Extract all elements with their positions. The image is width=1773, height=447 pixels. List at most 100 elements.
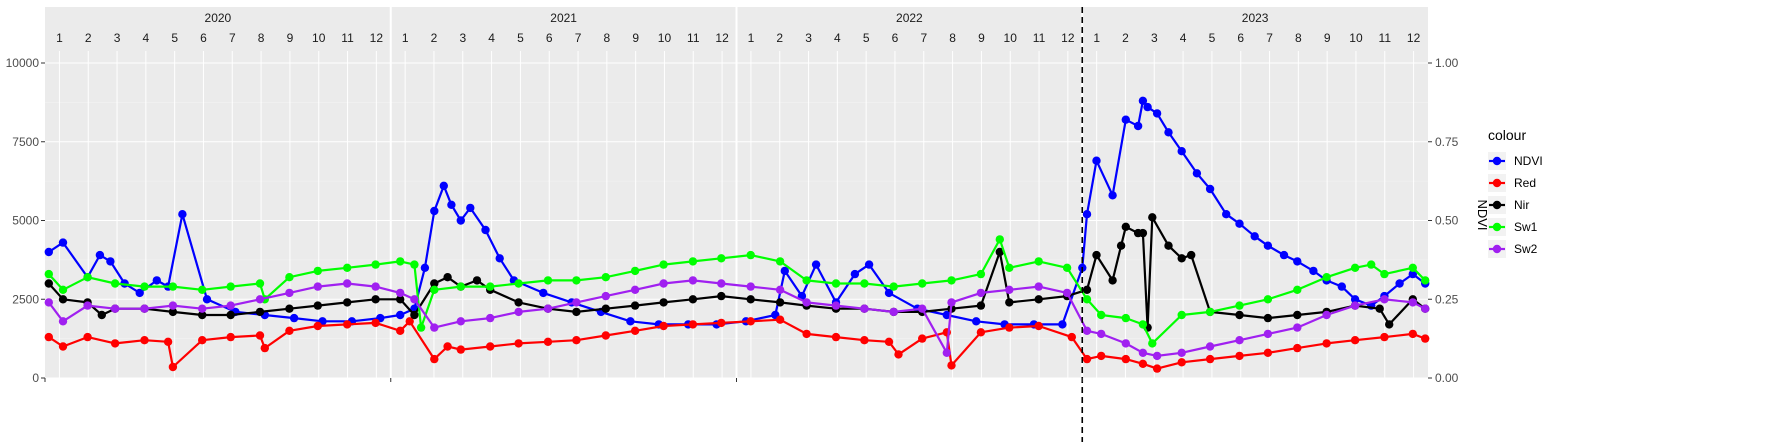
data-point-nir <box>659 298 668 307</box>
month-label: 8 <box>1295 31 1302 45</box>
data-point-ndvi <box>1408 269 1418 279</box>
data-point-ndvi <box>495 254 504 263</box>
data-point-sw2 <box>255 295 265 304</box>
data-point-red <box>1138 359 1148 368</box>
data-point-nir <box>746 295 755 304</box>
month-label: 2 <box>776 31 783 45</box>
data-point-sw1 <box>396 257 405 266</box>
data-point-sw2 <box>456 317 465 326</box>
data-point-sw1 <box>44 269 53 279</box>
data-point-ndvi <box>942 310 951 320</box>
legend-key-ndvi <box>1488 152 1506 170</box>
data-point-sw2 <box>942 348 951 357</box>
data-point-nir <box>1108 276 1117 285</box>
data-point-nir <box>1385 320 1394 329</box>
data-point-sw2 <box>430 323 439 332</box>
month-label: 6 <box>200 31 207 45</box>
data-point-sw1 <box>313 266 322 276</box>
data-point-red <box>894 350 903 359</box>
data-point-sw2 <box>1062 288 1072 298</box>
data-point-red <box>601 331 610 340</box>
data-point-ndvi <box>884 288 894 298</box>
data-point-sw2 <box>285 288 294 298</box>
data-point-ndvi <box>1133 121 1143 131</box>
month-label: 9 <box>287 31 294 45</box>
year-label: 2022 <box>896 11 923 25</box>
data-point-red <box>831 332 841 342</box>
data-point-red <box>405 317 414 326</box>
data-point-nir <box>688 295 698 304</box>
month-label: 9 <box>1324 31 1331 45</box>
data-point-sw1 <box>1293 285 1302 294</box>
data-point-red <box>1293 343 1302 353</box>
data-point-sw2 <box>1322 310 1331 320</box>
data-point-ndvi <box>1263 241 1273 250</box>
data-point-ndvi <box>1279 250 1289 260</box>
month-label: 3 <box>459 31 466 45</box>
data-point-red <box>1005 323 1014 332</box>
data-point-red <box>1121 354 1131 364</box>
data-point-sw1 <box>168 282 178 291</box>
series-layer <box>44 96 1430 373</box>
data-point-sw1 <box>802 276 811 285</box>
data-point-nir <box>572 307 581 317</box>
month-label: 1 <box>1093 31 1100 45</box>
series-sw1 <box>44 235 1430 348</box>
data-point-sw2 <box>140 304 149 313</box>
data-point-sw2 <box>1097 329 1106 339</box>
data-point-ndvi <box>420 263 430 272</box>
data-point-red <box>717 318 726 328</box>
data-point-sw1 <box>746 250 755 260</box>
data-point-red <box>1380 332 1389 342</box>
data-point-sw1 <box>1421 276 1430 285</box>
data-point-sw2 <box>688 276 698 285</box>
data-point-red <box>884 337 894 346</box>
data-point-sw1 <box>255 279 265 288</box>
data-point-ndvi <box>539 288 548 298</box>
data-point-sw2 <box>226 301 235 310</box>
data-point-nir <box>995 247 1004 257</box>
data-point-sw1 <box>430 285 439 294</box>
month-label: 4 <box>143 31 150 45</box>
data-point-ndvi <box>1058 320 1067 329</box>
legend-key-point <box>1492 200 1502 210</box>
legend-label-sw1: Sw1 <box>1514 220 1538 234</box>
data-point-sw1 <box>918 279 927 288</box>
data-point-sw1 <box>659 260 668 269</box>
data-point-ndvi <box>152 276 161 285</box>
data-point-nir <box>1148 213 1157 222</box>
left-tick-label: 0 <box>32 371 39 385</box>
data-point-sw1 <box>1408 263 1418 272</box>
data-point-sw1 <box>630 266 640 276</box>
data-point-red <box>1177 358 1186 367</box>
data-point-sw2 <box>1121 339 1131 348</box>
data-point-nir <box>255 307 265 317</box>
data-point-sw1 <box>889 282 898 291</box>
month-label: 10 <box>658 31 672 45</box>
data-point-sw2 <box>110 304 120 313</box>
data-point-ndvi <box>396 310 405 320</box>
data-point-nir <box>630 301 640 310</box>
data-point-ndvi <box>864 260 874 269</box>
data-point-red <box>1097 351 1106 361</box>
data-point-nir <box>1375 304 1384 313</box>
data-point-red <box>456 345 465 354</box>
data-point-nir <box>1293 310 1302 320</box>
data-point-ndvi <box>202 295 212 304</box>
right-tick-label: 0.25 <box>1435 292 1459 306</box>
legend-key-sw1 <box>1488 218 1506 236</box>
data-point-sw1 <box>456 282 465 291</box>
data-point-nir <box>285 304 294 313</box>
data-point-ndvi <box>106 257 115 266</box>
data-point-sw2 <box>1205 342 1215 351</box>
data-point-ndvi <box>1250 232 1259 241</box>
data-point-nir <box>1138 228 1148 238</box>
data-point-sw1 <box>1005 263 1014 272</box>
data-point-sw2 <box>1152 351 1162 361</box>
data-point-nir <box>58 295 68 304</box>
month-label: 7 <box>920 31 927 45</box>
data-point-red <box>947 361 956 370</box>
data-point-ndvi <box>135 288 144 298</box>
data-point-nir <box>976 301 986 310</box>
